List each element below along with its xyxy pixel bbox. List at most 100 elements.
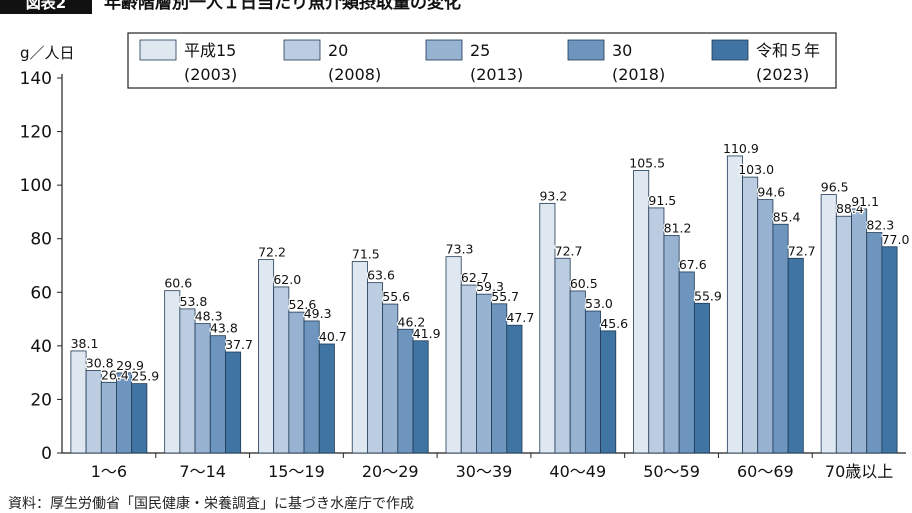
data-label: 60.5 [570, 276, 598, 291]
data-label: 38.1 [71, 336, 99, 351]
y-tick-label: 120 [20, 123, 52, 143]
data-label: 72.7 [555, 243, 583, 258]
data-label: 40.7 [319, 329, 347, 344]
data-label: 96.5 [821, 180, 849, 195]
data-label: 73.3 [446, 242, 474, 257]
bar [554, 257, 571, 454]
y-tick-label: 0 [41, 444, 52, 464]
bar [318, 343, 335, 454]
legend-series-year: (2018) [612, 65, 665, 84]
data-label: 93.2 [539, 188, 567, 203]
bar [288, 311, 305, 454]
bar [194, 323, 211, 454]
bar [209, 335, 226, 454]
bar [851, 208, 868, 454]
x-tick-label: 20～29 [362, 462, 419, 481]
data-label: 71.5 [352, 246, 380, 261]
bar [835, 215, 852, 454]
data-label: 55.7 [491, 289, 519, 304]
bar [273, 286, 290, 454]
y-tick-label: 20 [30, 390, 52, 410]
bar [663, 235, 680, 454]
data-label: 62.0 [273, 272, 301, 287]
bar [757, 199, 774, 454]
data-label: 53.8 [180, 294, 208, 309]
bars [70, 155, 898, 454]
data-label: 30.8 [86, 356, 114, 371]
data-label: 43.8 [210, 321, 238, 336]
data-label: 47.7 [506, 310, 534, 325]
figure-badge [0, 0, 92, 14]
data-label: 67.6 [679, 257, 707, 272]
data-label: 63.6 [367, 268, 395, 283]
data-label: 105.5 [629, 155, 665, 170]
bar [742, 176, 759, 454]
figure-title: 年齢階層別一人１日当たり魚介類摂取量の変化 [104, 0, 461, 13]
data-label: 94.6 [757, 185, 785, 200]
data-label: 55.9 [694, 288, 722, 303]
x-tick-label: 70歳以上 [825, 462, 893, 481]
figure-header: 図表2 年齢階層別一人１日当たり魚介類摂取量の変化 [0, 0, 461, 14]
legend-series-year: (2003) [184, 65, 237, 84]
legend-series-name: 30 [612, 41, 632, 60]
bar [460, 284, 477, 454]
bar [164, 290, 181, 454]
data-label: 25.9 [131, 369, 159, 384]
bar [397, 328, 414, 454]
bar [70, 350, 87, 454]
data-label: 59.3 [476, 279, 504, 294]
axes: 0 20 40 60 80 100 120 140 1～6 7～14 15～19 20～29 30～39… [20, 69, 906, 481]
bar [787, 257, 804, 454]
x-tick-label: 50～59 [643, 462, 700, 481]
bar [412, 340, 429, 454]
bar [569, 290, 586, 454]
bar [820, 194, 837, 454]
data-label: 41.9 [413, 326, 441, 341]
bar [131, 383, 148, 454]
bar [445, 256, 462, 454]
legend-series-name: 25 [470, 41, 490, 60]
data-label: 72.7 [788, 243, 816, 258]
data-label: 46.2 [398, 314, 426, 329]
data-label: 81.2 [664, 221, 692, 236]
legend-series-year: (2008) [328, 65, 381, 84]
bar [600, 330, 617, 454]
data-label: 26.4 [101, 367, 129, 382]
data-label: 110.9 [723, 141, 759, 156]
data-label: 62.7 [461, 270, 489, 285]
bar [179, 308, 196, 454]
y-tick-label: 140 [20, 69, 52, 89]
x-tick-label: 7～14 [179, 462, 226, 481]
data-label: 53.0 [585, 296, 613, 311]
legend-series-name: 20 [328, 41, 348, 60]
legend-swatch [567, 39, 605, 61]
y-tick-label: 80 [30, 230, 52, 250]
x-tick-label: 1～6 [91, 462, 127, 481]
bar [303, 320, 320, 454]
bar [100, 381, 117, 454]
bar [648, 207, 665, 454]
bar [475, 293, 492, 454]
y-tick-label: 100 [20, 176, 52, 196]
bar [258, 259, 275, 454]
bar [693, 302, 710, 454]
bar [225, 351, 242, 454]
bar [116, 372, 133, 454]
x-tick-label: 30～39 [456, 462, 513, 481]
data-label: 72.2 [258, 245, 286, 260]
data-labels: 38.1 60.6 72.2 71.5 73.3 93.2 105.5 110.9 96.5 30… [69, 140, 910, 385]
data-label: 88.4 [836, 201, 864, 216]
bar [584, 310, 601, 454]
legend-swatch [283, 39, 321, 61]
legend-series-year: (2013) [470, 65, 523, 84]
data-label: 29.9 [116, 358, 144, 373]
bar [866, 232, 883, 454]
legend-swatch [139, 39, 177, 61]
bar [678, 271, 695, 454]
bar [726, 155, 743, 454]
data-label: 49.3 [304, 306, 332, 321]
data-label: 91.1 [851, 194, 879, 209]
data-label: 55.6 [382, 289, 410, 304]
legend-series-name: 令和５年 [756, 41, 820, 60]
